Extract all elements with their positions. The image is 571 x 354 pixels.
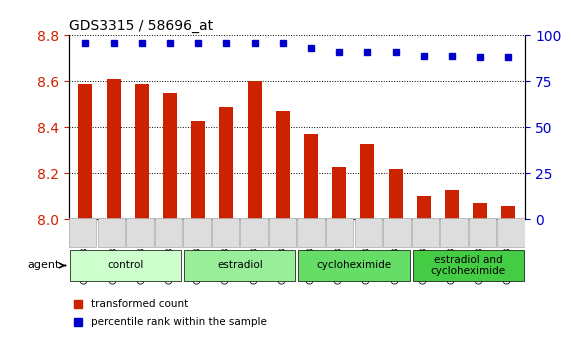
Bar xyxy=(276,111,290,219)
Bar xyxy=(135,84,149,219)
FancyBboxPatch shape xyxy=(413,250,524,281)
FancyBboxPatch shape xyxy=(469,218,496,247)
Bar xyxy=(473,203,487,219)
Bar xyxy=(107,79,120,219)
Bar xyxy=(445,189,459,219)
Text: cycloheximide: cycloheximide xyxy=(316,261,392,270)
Text: percentile rank within the sample: percentile rank within the sample xyxy=(91,317,267,327)
Bar xyxy=(360,144,375,219)
FancyBboxPatch shape xyxy=(497,218,525,247)
FancyBboxPatch shape xyxy=(269,218,296,247)
Text: GDS3315 / 58696_at: GDS3315 / 58696_at xyxy=(69,19,212,33)
Bar xyxy=(304,135,318,219)
FancyBboxPatch shape xyxy=(297,218,325,247)
FancyBboxPatch shape xyxy=(326,218,353,247)
Bar xyxy=(78,84,93,219)
FancyBboxPatch shape xyxy=(70,250,182,281)
FancyBboxPatch shape xyxy=(69,218,96,247)
FancyBboxPatch shape xyxy=(240,218,268,247)
FancyBboxPatch shape xyxy=(155,218,182,247)
Bar xyxy=(163,93,177,219)
Bar xyxy=(501,206,516,219)
Bar xyxy=(388,169,403,219)
Text: control: control xyxy=(107,261,144,270)
FancyBboxPatch shape xyxy=(383,218,411,247)
FancyBboxPatch shape xyxy=(183,218,211,247)
FancyBboxPatch shape xyxy=(355,218,382,247)
Text: estradiol: estradiol xyxy=(217,261,263,270)
Bar xyxy=(332,166,346,219)
Bar xyxy=(417,196,431,219)
FancyBboxPatch shape xyxy=(184,250,296,281)
Bar xyxy=(248,81,262,219)
FancyBboxPatch shape xyxy=(440,218,468,247)
Bar xyxy=(191,121,206,219)
Text: transformed count: transformed count xyxy=(91,299,188,309)
Text: estradiol and
cycloheximide: estradiol and cycloheximide xyxy=(431,255,506,276)
FancyBboxPatch shape xyxy=(299,250,410,281)
Text: agent: agent xyxy=(27,261,65,270)
FancyBboxPatch shape xyxy=(126,218,154,247)
FancyBboxPatch shape xyxy=(98,218,125,247)
FancyBboxPatch shape xyxy=(412,218,439,247)
Bar xyxy=(219,107,234,219)
FancyBboxPatch shape xyxy=(212,218,239,247)
